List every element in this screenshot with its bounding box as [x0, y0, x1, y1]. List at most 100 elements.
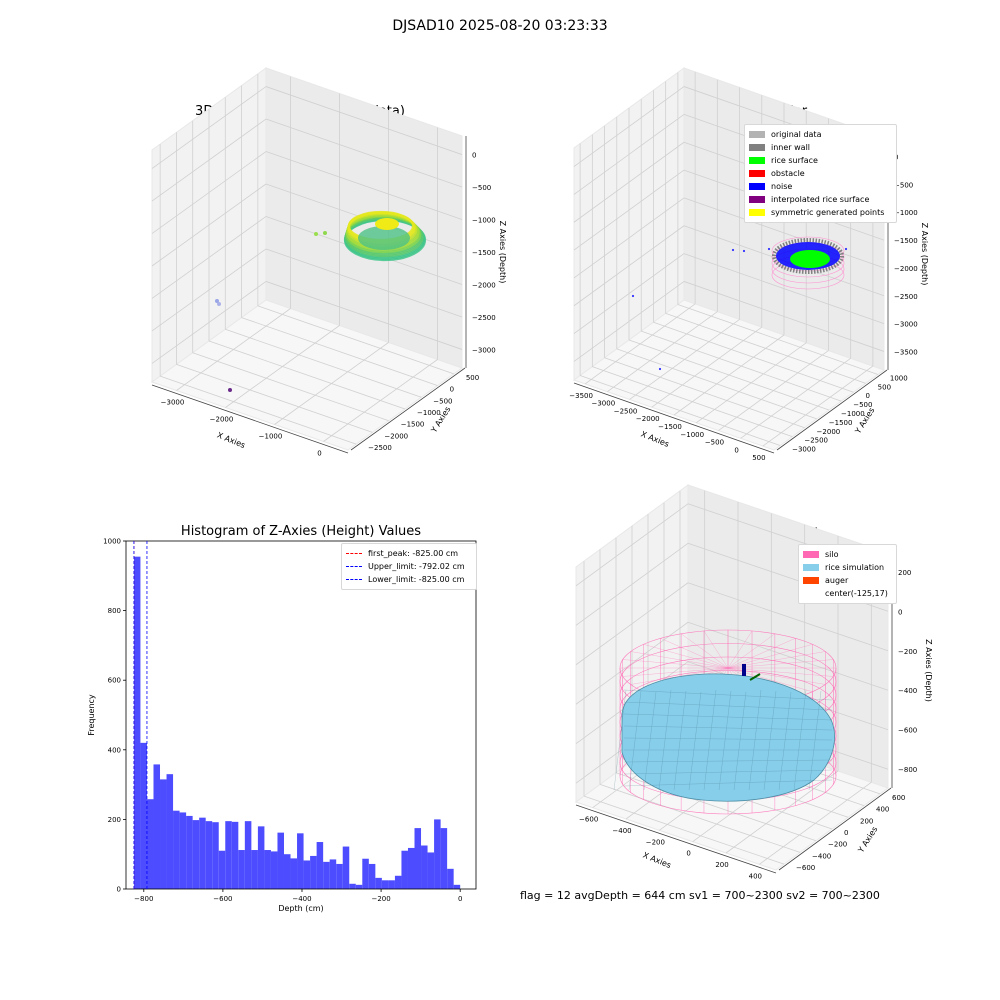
legend-swatch	[346, 579, 362, 580]
histogram-bar	[179, 812, 187, 889]
auger-marker	[742, 664, 746, 676]
sim-z-tick: 0	[898, 608, 902, 616]
figure-title: DJSAD10 2025-08-20 03:23:33	[392, 18, 608, 34]
classify-noise-point	[844, 247, 848, 251]
classify-x-tick: −3000	[591, 400, 615, 408]
classify-noise-point	[767, 247, 771, 251]
histogram-bar	[453, 884, 461, 889]
classify-x-tick: −3500	[569, 392, 593, 400]
histogram-bar	[394, 875, 402, 889]
histogram-x-tick: 0	[458, 895, 462, 903]
histogram-bar	[264, 850, 271, 889]
histogram-bar	[342, 846, 350, 889]
sim-y-tick: 200	[860, 817, 873, 825]
legend-swatch	[346, 553, 362, 554]
legend-label: silo	[825, 550, 839, 559]
histogram-bar	[173, 810, 180, 889]
histogram-bar	[199, 817, 206, 889]
sim-z-label: Z Axies (Depth)	[924, 639, 933, 702]
histogram-bar	[323, 861, 330, 889]
raw-y-tick: −500	[433, 397, 452, 405]
raw-z-tick: −3000	[472, 346, 496, 354]
raw-z-tick: −1000	[472, 217, 496, 225]
legend-entry: obstacle	[749, 167, 892, 180]
histogram-bar	[355, 884, 363, 889]
histogram-legend: first_peak: -825.00 cm Upper_limit: -792.…	[341, 543, 477, 590]
histogram-bar	[303, 860, 311, 889]
classify-rice-surface	[790, 250, 830, 268]
histogram-x-tick: −400	[292, 895, 311, 903]
raw-y-tick: −1500	[401, 421, 425, 429]
legend-label: rice surface	[771, 156, 818, 165]
histogram-y-label: Frequency	[87, 694, 96, 736]
classify-z-tick: −3500	[894, 348, 918, 356]
histogram-bar	[238, 850, 245, 889]
classify-noise-point	[742, 249, 746, 253]
histogram-bar	[251, 850, 258, 889]
legend-label: inner wall	[771, 143, 811, 152]
classify-noise-point	[658, 367, 662, 371]
classify-z-tick: −2500	[894, 293, 918, 301]
histogram-bar	[192, 820, 200, 889]
histogram-bar	[414, 828, 422, 889]
legend-swatch	[749, 170, 765, 177]
raw-outlier-point	[215, 299, 219, 303]
sim-y-tick: −400	[812, 852, 831, 860]
histogram-bar	[407, 847, 415, 889]
histogram-bar	[160, 779, 167, 889]
raw-outlier-point	[314, 232, 318, 236]
legend-swatch	[749, 131, 765, 138]
sim-z-tick: −600	[898, 727, 917, 735]
classify-x-tick: −1500	[658, 423, 682, 431]
raw-outlier-point	[217, 302, 221, 306]
histogram-x-tick: −600	[213, 895, 232, 903]
legend-swatch	[346, 566, 362, 567]
sim-z-tick: −800	[898, 766, 917, 774]
status-line: flag = 12 avgDepth = 644 cm sv1 = 700~23…	[520, 889, 880, 902]
raw-outlier-point	[228, 388, 232, 392]
legend-swatch	[803, 577, 819, 584]
classify-y-tick: −2000	[817, 428, 841, 436]
classify-y-tick: −3000	[792, 446, 816, 454]
histogram-bar	[231, 821, 239, 889]
legend-label: obstacle	[771, 169, 805, 178]
legend-entry: inner wall	[749, 141, 892, 154]
classify-x-tick: −500	[705, 439, 724, 447]
histogram-y-tick: 1000	[103, 538, 121, 546]
raw-z-tick: −2000	[472, 281, 496, 289]
raw-z-label: Z Axies (Depth)	[498, 221, 507, 284]
classify-z-tick: −2000	[894, 265, 918, 273]
legend-label: Upper_limit: -792.02 cm	[368, 562, 465, 571]
raw-x-tick: 0	[317, 450, 321, 458]
classify-y-tick: −500	[853, 401, 872, 409]
histogram-bar	[329, 859, 337, 889]
auger-direction	[749, 673, 761, 681]
legend-label: interpolated rice surface	[771, 195, 870, 204]
raw-z-tick: −500	[472, 184, 491, 192]
sim-x-tick: −600	[579, 816, 598, 824]
classify-y-tick: 1000	[890, 374, 908, 382]
histogram-bar	[277, 832, 284, 889]
histogram-x-tick: −800	[134, 895, 153, 903]
legend-label: auger	[825, 576, 849, 585]
rice-simulation-mesh	[613, 689, 833, 791]
legend-entry: first_peak: -825.00 cm	[346, 547, 472, 560]
raw-y-tick: −2500	[368, 444, 392, 452]
raw-y-tick: −1000	[417, 409, 441, 417]
histogram-bar	[316, 842, 324, 889]
classify-z-label: Z Axies (Depth)	[920, 223, 929, 286]
legend-entry: auger	[803, 574, 892, 587]
histogram-bar	[362, 858, 369, 889]
histogram-y-tick: 800	[108, 607, 121, 615]
histogram-bar	[297, 833, 304, 889]
legend-label: symmetric generated points	[771, 208, 885, 217]
sim-z-tick: −400	[898, 687, 917, 695]
legend-swatch	[803, 590, 819, 597]
classify-y-tick: −1500	[829, 419, 853, 427]
histogram-bar	[218, 850, 226, 889]
sim-y-tick: −600	[796, 864, 815, 872]
sim-y-tick: 0	[844, 829, 848, 837]
classify-z-tick: −1500	[894, 237, 918, 245]
histogram-bar	[146, 799, 154, 889]
legend-swatch	[749, 209, 765, 216]
